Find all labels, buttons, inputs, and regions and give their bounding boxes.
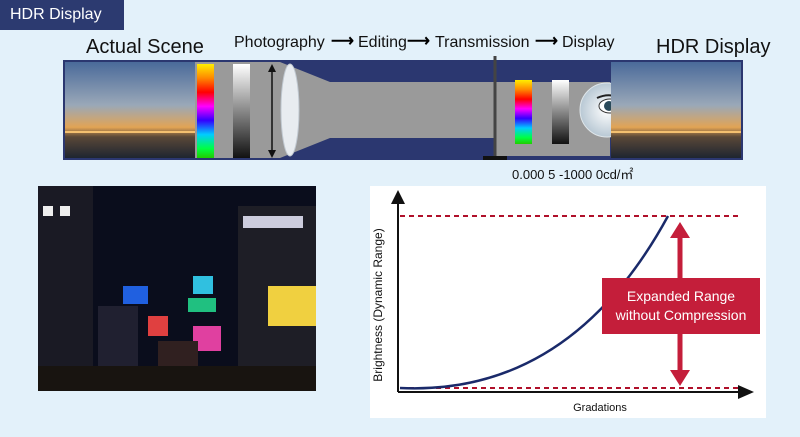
step-transmission: Transmission [435, 34, 530, 51]
luminance-range-label: 0.000 5 -1000 0cd/㎡ [512, 167, 634, 182]
chart-x-axis-label: Gradations [573, 402, 627, 414]
arrow-right-icon: ⟶ [535, 33, 558, 50]
pipeline-diagram [63, 56, 743, 160]
arrow-right-icon: ⟶ [407, 33, 430, 50]
hdr-display-tag: HDR Display [0, 0, 124, 30]
hdr-display-title: HDR Display [656, 36, 771, 58]
actual-scene-title: Actual Scene [86, 36, 204, 58]
step-display: Display [562, 34, 615, 51]
expanded-range-callout: Expanded Range without Compression [602, 278, 760, 334]
callout-line-1: Expanded Range [626, 288, 736, 304]
step-editing: Editing [358, 34, 407, 51]
callout-line-2: without Compression [615, 307, 747, 323]
chart-y-axis-label: Brightness (Dynamic Range) [371, 228, 385, 382]
arrow-right-icon: ⟶ [331, 33, 354, 50]
city-night-photo [38, 186, 316, 391]
chart-axes [391, 190, 754, 399]
step-photography: Photography [234, 34, 325, 51]
